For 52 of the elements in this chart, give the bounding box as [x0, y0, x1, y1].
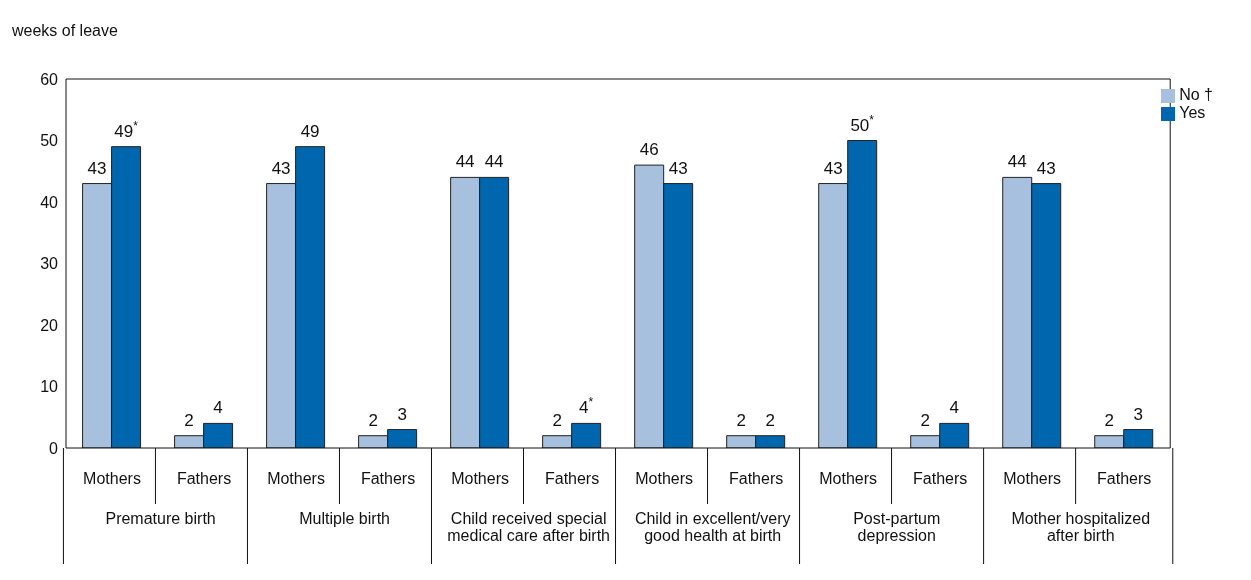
text: Premature birth: [105, 510, 216, 527]
x-tick-label: Fathers: [360, 470, 416, 487]
y-tick-label: 0: [49, 439, 59, 457]
x-tick-label: Fathers: [729, 470, 784, 487]
data-label: 44: [455, 152, 475, 172]
x-tick-label: Mothers: [451, 470, 509, 487]
data-label: 44: [1007, 152, 1027, 172]
data-label: 4: [213, 398, 223, 418]
data-label: 2: [552, 410, 562, 430]
x-tick-label: Mothers: [267, 470, 325, 487]
text: Post-partum depression: [853, 510, 941, 544]
data-label: 2: [736, 410, 746, 430]
text: Mother hospitalized after birth: [1011, 510, 1151, 544]
data-label: 46: [639, 140, 659, 160]
legend-label: No †: [1179, 86, 1213, 103]
data-label: 2: [368, 410, 378, 430]
data-label: 50$^{*}$: [850, 112, 875, 135]
y-axis-title: weeks of leave: [12, 22, 118, 40]
y-tick-label: 50: [40, 132, 59, 150]
data-label: 49: [300, 121, 320, 141]
data-label: 43: [1036, 158, 1056, 178]
y-tick-label: 30: [40, 255, 59, 273]
data-label: 2: [765, 410, 775, 430]
data-label: 43: [87, 158, 107, 178]
x-tick-label: Mothers: [1003, 470, 1062, 487]
legend-label: Yes: [1179, 104, 1206, 121]
x-tick-label: Fathers: [913, 470, 968, 487]
y-tick-label: 10: [40, 378, 59, 396]
x-tick-label: Fathers: [1097, 470, 1152, 487]
data-label: 44: [484, 152, 504, 172]
data-label: 3: [397, 404, 407, 424]
data-label: 2: [1104, 410, 1114, 430]
data-label: 3: [1133, 404, 1143, 424]
x-tick-label: Fathers: [544, 470, 600, 487]
y-tick-label: 40: [40, 193, 59, 211]
x-tick-label: Mothers: [635, 470, 694, 487]
text: Child in excellent/very good health at birth: [634, 510, 791, 544]
data-label: 43: [668, 158, 688, 178]
x-tick-label: Mothers: [819, 470, 878, 487]
y-tick-label: 20: [40, 316, 59, 334]
data-label: 2: [920, 410, 930, 430]
data-label: 43: [823, 158, 843, 178]
x-tick-label: Fathers: [176, 470, 232, 487]
data-label: 2: [184, 410, 194, 430]
x-tick-label: Mothers: [83, 470, 141, 487]
y-tick-label: 60: [40, 70, 59, 88]
data-label: 49$^{*}$: [114, 118, 139, 141]
data-label: 43: [271, 158, 291, 178]
text: Multiple birth: [299, 510, 390, 527]
data-label: 4$^{*}$: [579, 395, 594, 418]
text: Child received special medical care after birth: [447, 510, 611, 544]
data-label: 4: [949, 398, 959, 418]
